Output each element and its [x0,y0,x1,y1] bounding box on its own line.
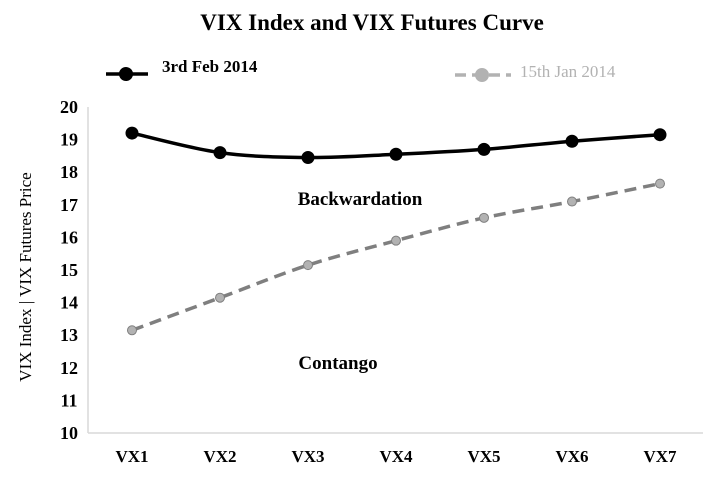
point-jan-2014-vx5 [479,212,489,223]
x-tick-label-vx2: VX2 [203,447,236,466]
point-feb-2014-vx5 [477,142,491,156]
y-tick-label-14: 14 [60,293,78,313]
legend-marker-jan [475,68,489,82]
legend: 3rd Feb 2014 15th Jan 2014 [106,57,616,82]
x-tick-label-vx5: VX5 [467,447,500,466]
chart-title: VIX Index and VIX Futures Curve [200,10,544,35]
x-tick-label-vx4: VX4 [379,447,413,466]
point-jan-2014-vx2 [215,292,225,303]
axes [87,107,703,434]
y-tick-label-15: 15 [60,260,78,280]
point-feb-2014-vx3 [301,151,315,165]
y-tick-label-18: 18 [60,162,78,182]
y-tick-label-16: 16 [60,227,78,247]
y-axis-label: VIX Index | VIX Futures Price [16,172,35,381]
point-jan-2014-vx6 [567,196,577,207]
legend-marker-feb [119,67,133,81]
y-tick-label-11: 11 [60,390,77,410]
y-tick-label-19: 19 [60,130,78,150]
legend-item-jan: 15th Jan 2014 [455,62,616,82]
series-lines [131,131,661,332]
x-tick-label-vx6: VX6 [555,447,588,466]
annotation-backwardation: Backwardation [298,189,423,210]
point-feb-2014-vx7 [653,128,667,142]
legend-label-feb: 3rd Feb 2014 [162,57,258,76]
series-markers [125,126,667,336]
point-feb-2014-vx2 [213,146,227,160]
point-feb-2014-vx1 [125,126,139,140]
point-jan-2014-vx7 [655,178,665,189]
x-tick-label-vx7: VX7 [643,447,677,466]
legend-item-feb: 3rd Feb 2014 [106,57,258,81]
point-jan-2014-vx1 [127,325,137,336]
x-tick-label-vx1: VX1 [115,447,148,466]
y-tick-label-13: 13 [60,325,78,345]
y-tick-labels: 10 11 12 13 14 15 16 17 18 19 20 [60,97,78,443]
y-tick-label-12: 12 [60,358,78,378]
y-tick-label-17: 17 [60,195,78,215]
point-feb-2014-vx4 [389,147,403,161]
point-jan-2014-vx4 [391,235,401,246]
x-tick-labels: VX1 VX2 VX3 VX4 VX5 VX6 VX7 [115,447,677,466]
annotation-contango: Contango [298,353,377,374]
legend-label-jan: 15th Jan 2014 [520,62,616,81]
y-tick-label-10: 10 [60,423,78,443]
x-tick-label-vx3: VX3 [291,447,324,466]
y-tick-label-20: 20 [60,97,78,117]
point-feb-2014-vx6 [565,134,579,148]
point-jan-2014-vx3 [303,260,313,271]
